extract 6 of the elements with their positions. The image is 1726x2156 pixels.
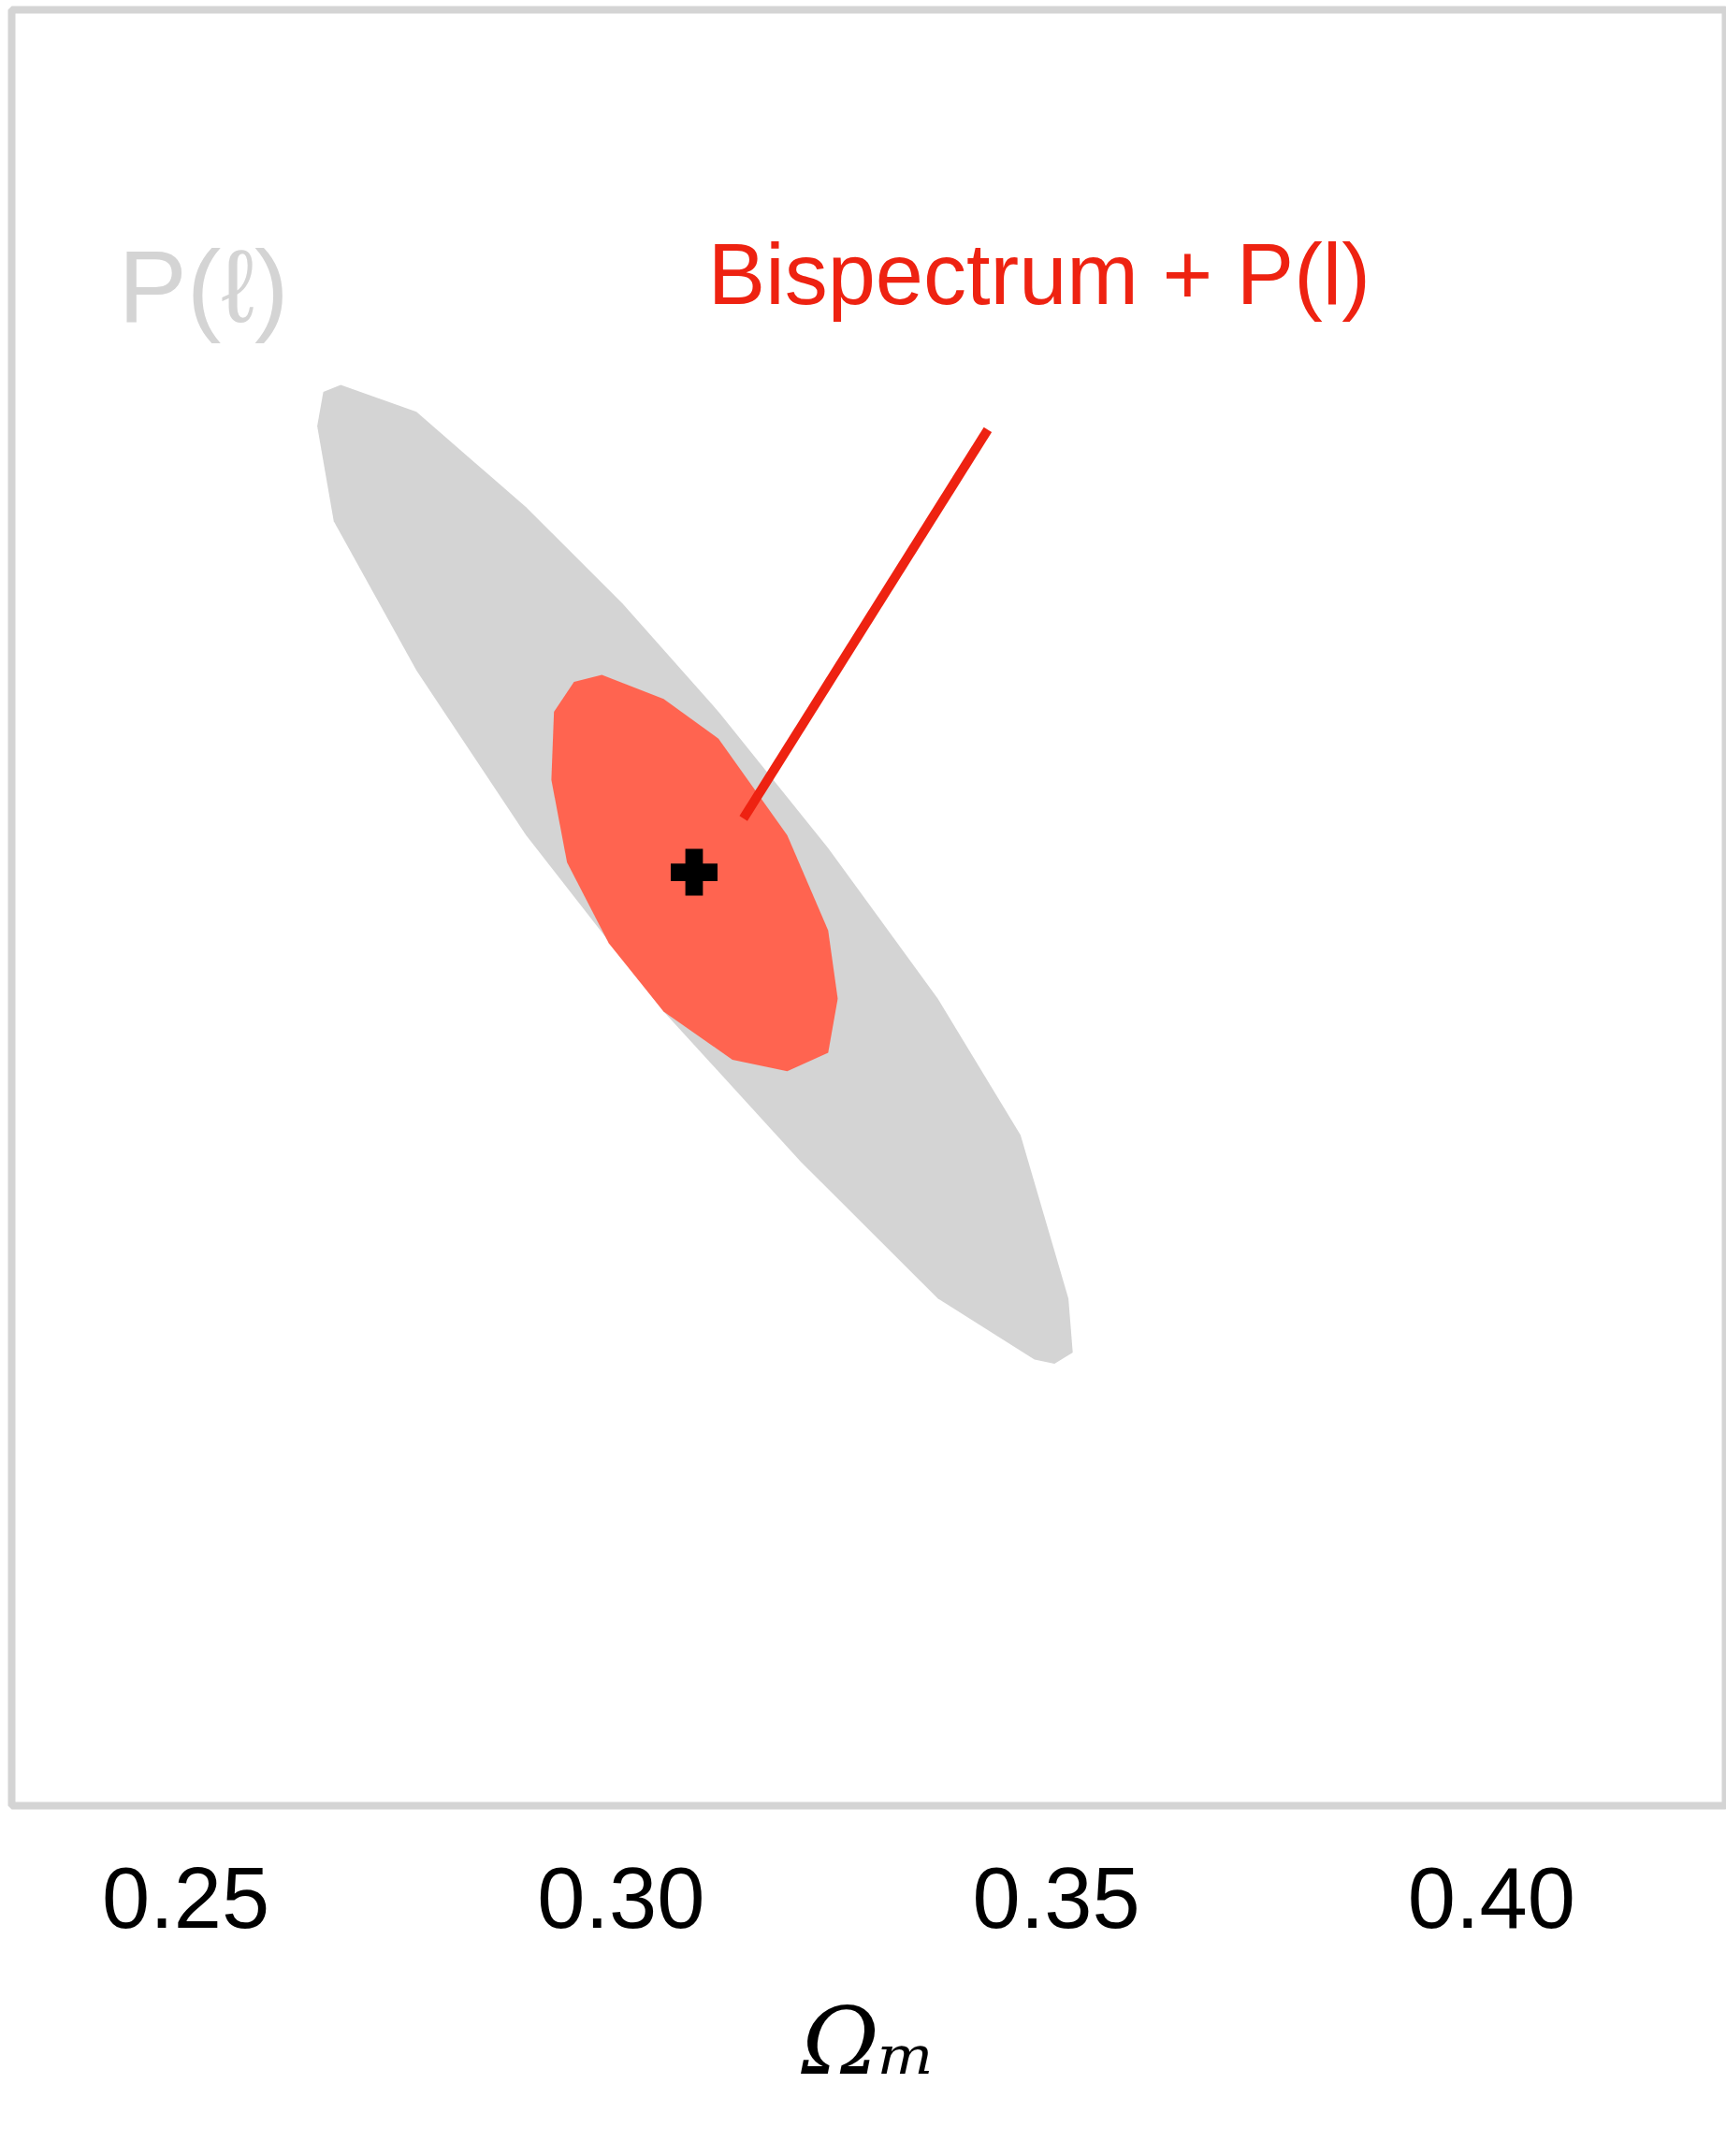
x-axis-title: Ωₘ: [800, 1986, 937, 2096]
text: Bispectrum + P(l): [707, 226, 1371, 323]
x-tick-label: 0.25: [102, 1849, 270, 1946]
x-tick-label: 0.30: [537, 1849, 705, 1946]
x-tick-label: 0.40: [1407, 1849, 1575, 1946]
x-tick-label: 0.35: [972, 1849, 1140, 1946]
